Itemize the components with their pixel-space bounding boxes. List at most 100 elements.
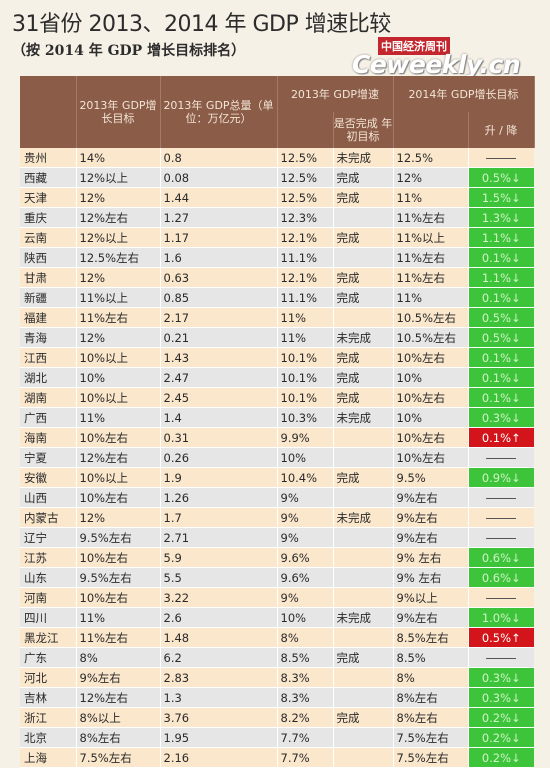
no-change-dash [486, 597, 517, 599]
cell-completed [333, 567, 394, 588]
cell-province: 四川 [20, 607, 77, 628]
cell-target-2014: 9% 左右 [393, 547, 469, 568]
watermark-logo-en: Ceweekly.cn [352, 50, 521, 79]
cell-gdp-2013: 2.71 [160, 527, 278, 548]
table-row: 新疆 11%以上 0.85 11.1% 完成 11% 0.1%↓ [20, 287, 534, 308]
cell-change: 0.1%↓ [468, 367, 534, 388]
table-row: 贵州 14% 0.8 12.5% 未完成 12.5% [20, 148, 534, 168]
table-row: 辽宁 9.5%左右 2.71 9% 9%左右 [20, 527, 534, 548]
cell-growth-2013: 12.1% [277, 267, 334, 288]
cell-target-2013: 14% [76, 148, 161, 168]
cell-growth-2013: 8% [277, 627, 334, 648]
table-row: 安徽 10%以上 1.9 10.4% 完成 9.5% 0.9%↓ [20, 467, 534, 488]
cell-province: 宁夏 [20, 447, 77, 468]
cell-growth-2013: 11.1% [277, 247, 334, 268]
cell-target-2014: 10%左右 [393, 447, 469, 468]
cell-target-2013: 9.5%左右 [76, 567, 161, 588]
cell-growth-2013: 12.5% [277, 167, 334, 188]
cell-gdp-2013: 1.6 [160, 247, 278, 268]
cell-province: 河南 [20, 587, 77, 608]
no-change-dash [486, 657, 517, 659]
table-row: 甘肃 12% 0.63 12.1% 完成 11%左右 1.1%↓ [20, 267, 534, 288]
cell-change: 0.3%↓ [468, 687, 534, 708]
cell-target-2014: 10% [393, 367, 469, 388]
cell-change: 1.3%↓ [468, 207, 534, 228]
cell-province: 广东 [20, 647, 77, 668]
cell-change: 0.1%↓ [468, 387, 534, 408]
cell-province: 安徽 [20, 467, 77, 488]
cell-change [468, 487, 534, 508]
table-row: 海南 10%左右 0.31 9.9% 10%左右 0.1%↑ [20, 427, 534, 448]
cell-target-2014: 8.5%左右 [393, 627, 469, 648]
cell-change: 0.9%↓ [468, 467, 534, 488]
cell-change [468, 587, 534, 608]
cell-change: 0.2%↓ [468, 727, 534, 748]
cell-target-2014: 12% [393, 167, 469, 188]
cell-target-2014: 7.5%左右 [393, 727, 469, 748]
page-title: 31省份 2013、2014 年 GDP 增速比较 [12, 12, 391, 37]
table-row: 湖北 10% 2.47 10.1% 完成 10% 0.1%↓ [20, 367, 534, 388]
cell-gdp-2013: 1.17 [160, 227, 278, 248]
page-subtitle: （按 2014 年 GDP 增长目标排名） [12, 43, 246, 59]
cell-target-2013: 10%以上 [76, 347, 161, 368]
cell-gdp-2013: 0.31 [160, 427, 278, 448]
cell-target-2014: 9% 左右 [393, 567, 469, 588]
cell-change: 0.2%↓ [468, 707, 534, 728]
cell-completed: 完成 [333, 467, 394, 488]
cell-growth-2013: 10% [277, 607, 334, 628]
table-row: 云南 12%以上 1.17 12.1% 完成 11%以上 1.1%↓ [20, 227, 534, 248]
cell-target-2014: 10%左右 [393, 427, 469, 448]
cell-completed: 完成 [333, 347, 394, 368]
cell-gdp-2013: 2.83 [160, 667, 278, 688]
cell-growth-2013: 12.5% [277, 187, 334, 208]
cell-change: 0.1%↑ [468, 427, 534, 448]
table-row: 江西 10%以上 1.43 10.1% 完成 10%左右 0.1%↓ [20, 347, 534, 368]
cell-completed: 完成 [333, 387, 394, 408]
cell-province: 天津 [20, 187, 77, 208]
gdp-table: 2013年 GDP增长目标 2013年 GDP总量（单位：万亿元） 2013年 … [20, 76, 535, 768]
cell-growth-2013: 7.7% [277, 727, 334, 748]
cell-province: 湖南 [20, 387, 77, 408]
cell-growth-2013: 9% [277, 507, 334, 528]
cell-growth-2013: 10.3% [277, 407, 334, 428]
cell-target-2014: 11%以上 [393, 227, 469, 248]
cell-province: 浙江 [20, 707, 77, 728]
cell-change [468, 647, 534, 668]
page: 31省份 2013、2014 年 GDP 增速比较 （按 2014 年 GDP … [12, 12, 535, 768]
cell-change: 0.5%↓ [468, 307, 534, 328]
cell-completed: 未完成 [333, 407, 394, 428]
cell-change: 0.1%↓ [468, 247, 534, 268]
cell-target-2013: 8%以上 [76, 707, 161, 728]
cell-gdp-2013: 3.76 [160, 707, 278, 728]
cell-province: 河北 [20, 667, 77, 688]
no-change-dash [486, 157, 517, 159]
cell-completed: 完成 [333, 227, 394, 248]
table-row: 浙江 8%以上 3.76 8.2% 完成 8%左右 0.2%↓ [20, 707, 534, 728]
cell-completed [333, 447, 394, 468]
table-row: 河北 9%左右 2.83 8.3% 8% 0.3%↓ [20, 667, 534, 688]
cell-gdp-2013: 3.22 [160, 587, 278, 608]
cell-province: 吉林 [20, 687, 77, 708]
header-completed: 是否完成 年初目标 [333, 112, 394, 148]
no-change-dash [486, 517, 517, 519]
cell-gdp-2013: 1.43 [160, 347, 278, 368]
cell-completed [333, 587, 394, 608]
cell-gdp-2013: 2.45 [160, 387, 278, 408]
cell-province: 陕西 [20, 247, 77, 268]
cell-completed: 完成 [333, 187, 394, 208]
cell-target-2014: 9%左右 [393, 527, 469, 548]
header-target-2013: 2013年 GDP增长目标 [76, 76, 161, 148]
cell-target-2013: 10%左右 [76, 487, 161, 508]
cell-target-2014: 8%左右 [393, 687, 469, 708]
cell-completed [333, 667, 394, 688]
header-gdp-total-2013: 2013年 GDP总量（单位：万亿元） [160, 76, 278, 148]
cell-target-2013: 12% [76, 507, 161, 528]
cell-target-2013: 12%以上 [76, 227, 161, 248]
cell-completed [333, 307, 394, 328]
cell-growth-2013: 8.3% [277, 667, 334, 688]
cell-completed: 完成 [333, 707, 394, 728]
table-row: 北京 8%左右 1.95 7.7% 7.5%左右 0.2%↓ [20, 727, 534, 748]
cell-gdp-2013: 1.95 [160, 727, 278, 748]
cell-gdp-2013: 1.27 [160, 207, 278, 228]
cell-completed: 完成 [333, 167, 394, 188]
